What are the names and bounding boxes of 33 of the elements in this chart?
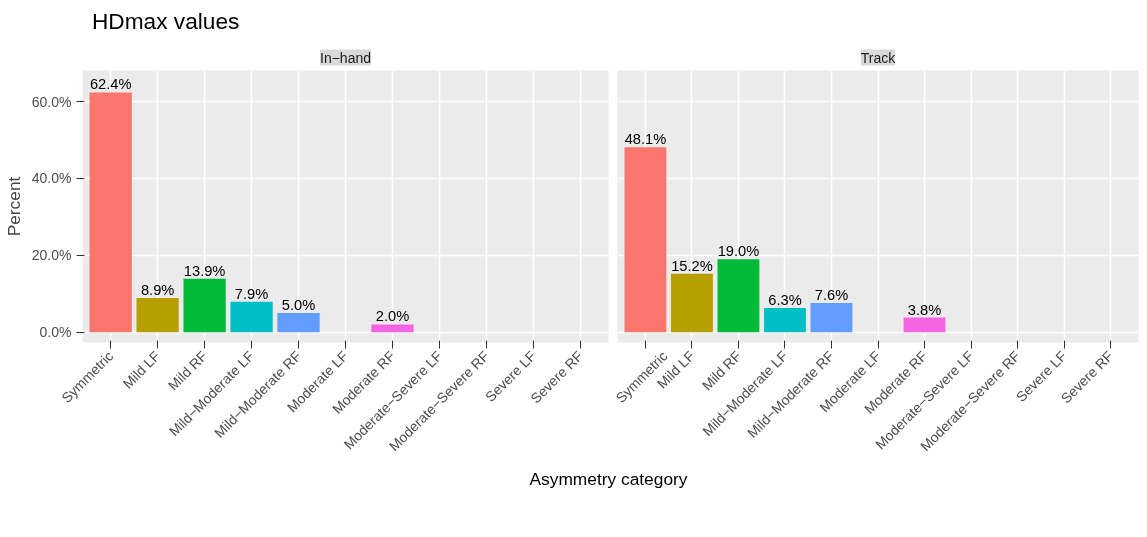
y-tick-label: 0.0% bbox=[39, 324, 72, 341]
bar bbox=[230, 302, 273, 333]
data-label: 7.9% bbox=[234, 286, 269, 303]
bar bbox=[903, 317, 946, 333]
data-label: 8.9% bbox=[140, 282, 175, 299]
data-label: 19.0% bbox=[717, 243, 760, 260]
data-label: 62.4% bbox=[89, 76, 132, 93]
data-label: 48.1% bbox=[624, 131, 667, 148]
chart-subtitle: Track bbox=[860, 49, 897, 66]
data-label: 6.3% bbox=[768, 292, 802, 309]
bar bbox=[717, 259, 760, 333]
data-label: 13.9% bbox=[183, 263, 226, 280]
bar bbox=[810, 303, 853, 333]
chart-title: HDmax values bbox=[92, 7, 240, 36]
bar bbox=[277, 313, 320, 333]
y-axis-title: Percent bbox=[3, 176, 24, 237]
bar bbox=[136, 298, 179, 333]
data-label: 2.0% bbox=[375, 308, 410, 325]
data-label: 3.8% bbox=[907, 301, 942, 318]
data-label: 5.0% bbox=[281, 297, 316, 314]
x-axis-title: Asymmetry category bbox=[529, 468, 688, 492]
chart-subtitle: In−hand bbox=[320, 49, 371, 66]
bar bbox=[764, 308, 806, 333]
bar bbox=[671, 274, 713, 333]
data-label: 15.2% bbox=[671, 258, 713, 275]
y-tick-label: 60.0% bbox=[31, 93, 72, 110]
bar bbox=[89, 92, 132, 333]
data-label: 7.6% bbox=[814, 287, 849, 304]
y-tick-label: 40.0% bbox=[31, 170, 72, 187]
bar bbox=[624, 147, 667, 333]
bar bbox=[371, 324, 414, 333]
bar bbox=[183, 279, 226, 333]
y-tick-label: 20.0% bbox=[31, 247, 72, 264]
